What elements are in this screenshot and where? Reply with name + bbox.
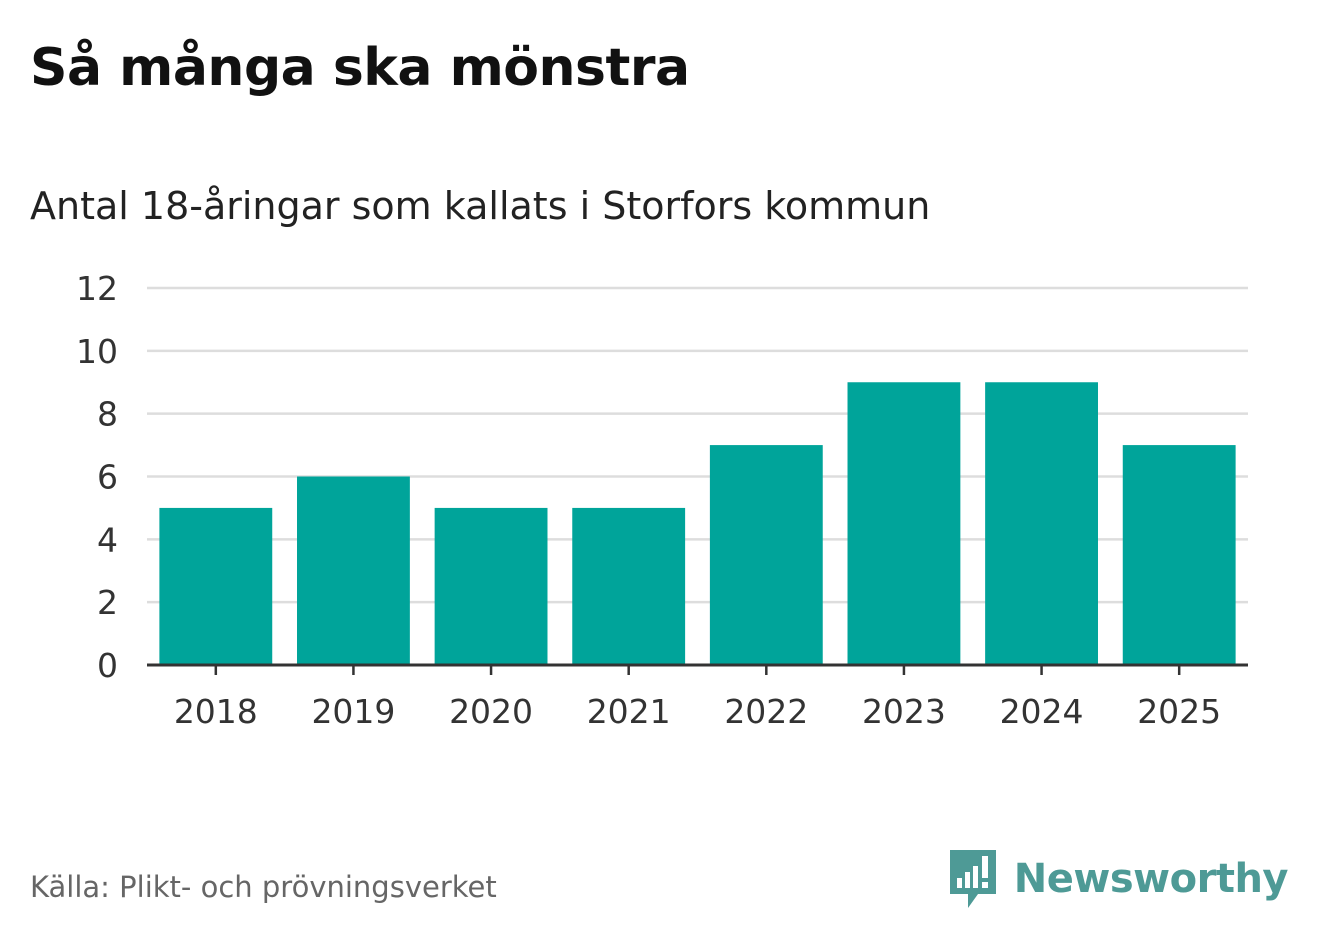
x-axis-ticks: 2018 2019 2020 2021 2022 2023 2024 2025 bbox=[174, 692, 1221, 731]
x-tick-label: 2023 bbox=[862, 692, 946, 731]
y-tick-label: 8 bbox=[97, 395, 118, 434]
x-tick-label: 2022 bbox=[724, 692, 808, 731]
bar-2023 bbox=[847, 382, 961, 665]
y-tick-label: 2 bbox=[97, 583, 118, 622]
x-axis bbox=[147, 663, 1248, 675]
bar-2022 bbox=[709, 445, 823, 665]
x-tick-label: 2025 bbox=[1137, 692, 1221, 731]
bar-2021 bbox=[572, 507, 686, 665]
chart-title: Så många ska mönstra bbox=[30, 38, 690, 98]
x-tick-label: 2020 bbox=[449, 692, 533, 731]
chart-subtitle: Antal 18-åringar som kallats i Storfors … bbox=[30, 184, 931, 228]
y-axis-ticks: 0 2 4 6 8 10 12 bbox=[76, 269, 118, 685]
bars bbox=[159, 382, 1236, 665]
bar-2020 bbox=[434, 507, 548, 665]
x-tick-label: 2024 bbox=[1000, 692, 1084, 731]
bar-2019 bbox=[297, 476, 410, 665]
bar-2024 bbox=[985, 382, 1098, 665]
newsworthy-logo-icon bbox=[949, 850, 996, 908]
x-tick-label: 2018 bbox=[174, 692, 258, 731]
source-note: Källa: Plikt- och prövningsverket bbox=[30, 870, 497, 904]
brand: Newsworthy bbox=[948, 848, 1289, 910]
y-tick-label: 10 bbox=[76, 332, 118, 371]
x-tick-label: 2021 bbox=[587, 692, 671, 731]
x-tick-label: 2019 bbox=[311, 692, 395, 731]
y-tick-label: 4 bbox=[97, 520, 118, 559]
y-tick-label: 12 bbox=[76, 269, 118, 308]
bar-2018 bbox=[159, 507, 273, 665]
brand-name: Newsworthy bbox=[1013, 856, 1289, 902]
y-tick-label: 0 bbox=[97, 646, 118, 685]
y-tick-label: 6 bbox=[97, 458, 118, 497]
bar-2025 bbox=[1122, 445, 1236, 665]
